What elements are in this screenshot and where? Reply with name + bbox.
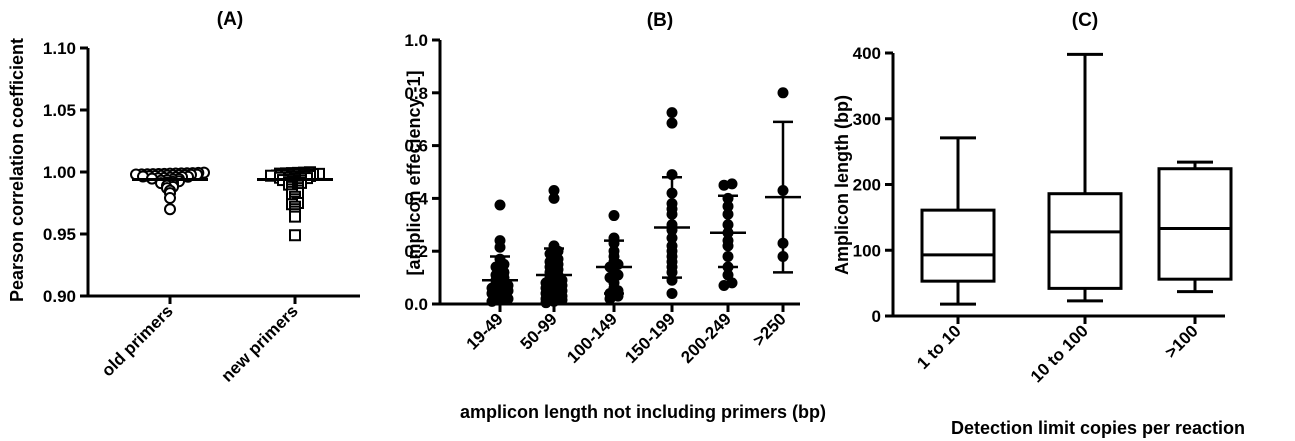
panel-a-y-tick-label: 1.05 — [43, 101, 76, 120]
panel-a-marks — [130, 166, 333, 242]
panel-a-axes: 0.90 0.95 1.00 1.05 1.10 old primers new prime… — [43, 39, 360, 386]
panel-b-x-tick-label: 19-49 — [463, 309, 507, 353]
panel-b-y-tick-label: 0.0 — [404, 295, 428, 314]
panel-b-point — [548, 192, 560, 204]
panel-b-x-tick-label: 200-249 — [677, 309, 735, 367]
panel-a-title: (A) — [217, 9, 243, 30]
panel-b-y-label: [amplicon effeciency -1] — [404, 70, 424, 275]
panel-a-point — [164, 192, 176, 205]
panel-c-y-tick-label: 300 — [853, 110, 881, 129]
panel-b-point — [777, 87, 789, 99]
panel-a-y-tick-label: 0.90 — [43, 287, 76, 306]
panel-c-y-tick-label: 400 — [853, 44, 881, 63]
panel-b-point — [494, 199, 506, 211]
panel-b-point — [666, 117, 678, 129]
panel-b-point — [540, 297, 552, 309]
panel-b-x-label: amplicon length not including primers (b… — [460, 402, 826, 422]
panel-a-y-label: Pearson correlation coefficient — [7, 38, 27, 302]
panel-c-title: (C) — [1072, 10, 1098, 31]
panel-b-point — [666, 287, 678, 299]
panel-b-x-tick-label: 150-199 — [621, 309, 679, 367]
panel-a-point — [289, 229, 301, 242]
panel-b-y-tick-label: 0.8 — [404, 84, 428, 103]
panel-b-marks — [482, 87, 801, 309]
panel-c-x-tick-label: 10 to 100 — [1027, 321, 1092, 386]
panel-c-y-tick-label: 200 — [853, 176, 881, 195]
panel-b-x-tick-label: >250 — [749, 309, 790, 350]
panel-b-point — [494, 241, 506, 253]
panel-b-point — [718, 179, 730, 191]
panel-b-x-tick-label: 100-149 — [563, 309, 621, 367]
panel-a-point — [289, 210, 301, 223]
panel-b-y-tick-label: 0.4 — [404, 189, 428, 208]
panel-c-y-label: Amplicon length (bp) — [832, 95, 852, 275]
panel-c-marks — [920, 52, 1233, 306]
panel-b-y-tick-label: 0.2 — [404, 242, 428, 261]
panel-b: (B) [amplicon effeciency -1] amplicon le… — [404, 10, 826, 422]
panel-b-title: (B) — [647, 10, 673, 31]
panel-b-point — [608, 210, 620, 222]
panel-b-point — [718, 280, 730, 292]
panel-a-y-tick-label: 0.95 — [43, 225, 76, 244]
panel-b-axes: 0.0 0.2 0.4 0.6 0.8 1.0 19-49 50-99 100-149 150-1… — [404, 31, 800, 367]
panel-a: (A) Pearson correlation coefficient 0.90… — [7, 9, 360, 386]
panel-b-point — [666, 107, 678, 119]
panel-a-x-tick-label: old primers — [98, 301, 177, 380]
panel-c-y-tick-label: 100 — [853, 241, 881, 260]
panel-c-box — [1157, 167, 1233, 281]
panel-c-x-label: Detection limit copies per reaction — [951, 418, 1245, 438]
panel-b-y-tick-label: 1.0 — [404, 31, 428, 50]
panel-c-x-tick-label: 1 to 10 — [913, 321, 965, 373]
panel-c-x-tick-label: >100 — [1161, 321, 1202, 362]
panel-c-box — [1047, 192, 1123, 290]
panel-a-y-tick-label: 1.10 — [43, 39, 76, 58]
panel-c-box — [920, 208, 996, 283]
panel-b-point — [604, 293, 616, 305]
panel-c: (C) Amplicon length (bp) Detection limit… — [832, 10, 1245, 438]
panel-a-point — [164, 203, 176, 216]
panel-a-x-tick-label: new primers — [218, 301, 302, 385]
panel-b-x-tick-label: 50-99 — [517, 309, 561, 353]
panel-a-y-tick-label: 1.00 — [43, 163, 76, 182]
panel-b-point — [548, 184, 560, 196]
panel-c-y-tick-label: 0 — [872, 307, 881, 326]
panel-b-y-tick-label: 0.6 — [404, 137, 428, 156]
